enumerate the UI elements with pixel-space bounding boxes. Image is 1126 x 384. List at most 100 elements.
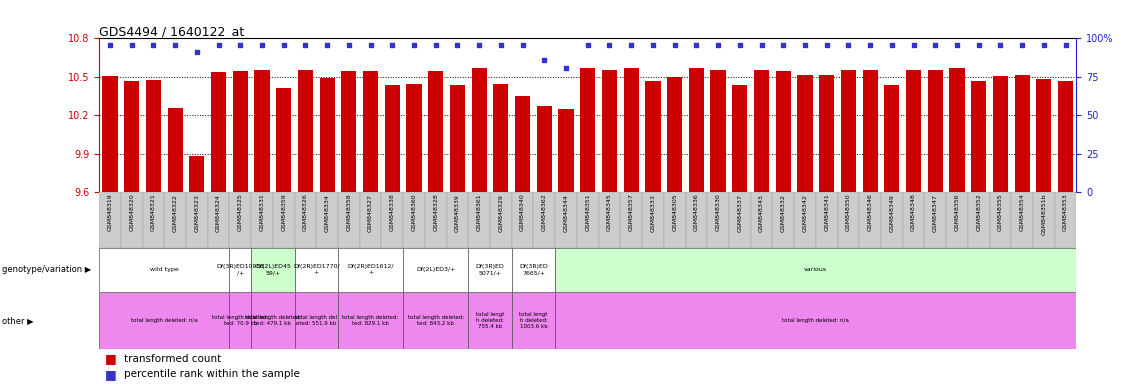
Bar (493, 84, 509, 192)
Text: GSM848348: GSM848348 (911, 194, 917, 232)
Text: GSM848340: GSM848340 (520, 194, 525, 232)
Bar (186, 192, 207, 248)
Bar (511, 192, 534, 248)
Bar (686, 192, 707, 248)
Text: GSM848346: GSM848346 (868, 194, 873, 232)
Bar (295, 192, 316, 248)
Bar (490, 192, 511, 248)
Bar (99, 292, 230, 349)
Text: GSM848321: GSM848321 (151, 194, 155, 232)
Text: GDS4494 / 1640122_at: GDS4494 / 1640122_at (99, 25, 244, 38)
Text: total length deleted: n/a: total length deleted: n/a (131, 318, 198, 323)
Text: GSM848357: GSM848357 (628, 194, 634, 232)
Bar (363, 71, 378, 192)
Bar (903, 192, 924, 248)
Bar (819, 75, 834, 192)
Bar (338, 248, 403, 292)
Text: GSM848328: GSM848328 (434, 194, 438, 232)
Bar (207, 192, 230, 248)
Bar (251, 248, 295, 292)
Bar (403, 192, 425, 248)
Bar (382, 192, 403, 248)
Bar (707, 192, 729, 248)
Text: GSM848350: GSM848350 (846, 194, 851, 231)
Text: GSM848319: GSM848319 (107, 194, 113, 232)
Bar (555, 248, 1076, 292)
Bar (211, 72, 226, 192)
Text: GSM848360: GSM848360 (411, 194, 417, 231)
Bar (534, 192, 555, 248)
Bar (797, 75, 813, 192)
Bar (425, 192, 447, 248)
Text: GSM848356: GSM848356 (955, 194, 959, 231)
Text: GSM848351b: GSM848351b (1042, 194, 1046, 235)
Bar (124, 81, 140, 192)
Bar (230, 292, 251, 349)
Text: GSM848330: GSM848330 (716, 194, 721, 232)
Bar (602, 70, 617, 192)
Bar (295, 292, 338, 349)
Bar (971, 81, 986, 192)
Bar (732, 85, 748, 192)
Text: GSM848342: GSM848342 (803, 194, 807, 232)
Bar (233, 71, 248, 192)
Bar (949, 68, 965, 192)
Text: wild type: wild type (150, 267, 179, 272)
Text: GSM848341: GSM848341 (824, 194, 829, 232)
Bar (772, 192, 794, 248)
Bar (99, 192, 120, 248)
Bar (120, 192, 143, 248)
Bar (338, 292, 403, 349)
Text: GSM848320: GSM848320 (129, 194, 134, 232)
Text: GSM848361: GSM848361 (476, 194, 482, 231)
Bar (946, 192, 968, 248)
Text: GSM848344: GSM848344 (563, 194, 569, 232)
Bar (555, 192, 577, 248)
Bar (645, 81, 661, 192)
Bar (472, 68, 486, 192)
Bar (99, 248, 230, 292)
Bar (599, 192, 620, 248)
Text: GSM848359: GSM848359 (282, 194, 286, 232)
Bar (537, 106, 552, 192)
Text: ■: ■ (105, 368, 116, 381)
Text: GSM848337: GSM848337 (738, 194, 742, 232)
Bar (251, 192, 272, 248)
Bar (863, 70, 878, 192)
Text: GSM848323: GSM848323 (195, 194, 199, 232)
Bar (102, 76, 117, 192)
Text: GSM848338: GSM848338 (390, 194, 395, 232)
Bar (359, 192, 382, 248)
Text: total length deleted:
ted: 829.1 kb: total length deleted: ted: 829.1 kb (342, 315, 399, 326)
Bar (447, 192, 468, 248)
Text: GSM848305: GSM848305 (672, 194, 677, 231)
Bar (754, 70, 769, 192)
Bar (276, 88, 292, 192)
Bar (468, 292, 511, 349)
Text: GSM848336: GSM848336 (694, 194, 699, 232)
Bar (406, 84, 421, 192)
Bar (1015, 75, 1030, 192)
Text: various: various (804, 267, 828, 272)
Bar (338, 192, 359, 248)
Bar (620, 192, 642, 248)
Text: total length deleted:
ted: 843.2 kb: total length deleted: ted: 843.2 kb (408, 315, 464, 326)
Bar (450, 85, 465, 192)
Bar (794, 192, 816, 248)
Bar (906, 70, 921, 192)
Bar (580, 68, 596, 192)
Bar (428, 71, 444, 192)
Bar (1033, 192, 1055, 248)
Text: GSM848354: GSM848354 (1020, 194, 1025, 232)
Text: total lengt
h deleted:
1003.6 kb: total lengt h deleted: 1003.6 kb (519, 312, 547, 329)
Bar (928, 70, 942, 192)
Bar (297, 70, 313, 192)
Bar (468, 248, 511, 292)
Bar (403, 292, 468, 349)
Text: Df(3R)ED
7665/+: Df(3R)ED 7665/+ (519, 264, 548, 275)
Bar (230, 248, 251, 292)
Text: GSM848339: GSM848339 (455, 194, 459, 232)
Bar (624, 68, 638, 192)
Bar (320, 78, 334, 192)
Bar (859, 192, 881, 248)
